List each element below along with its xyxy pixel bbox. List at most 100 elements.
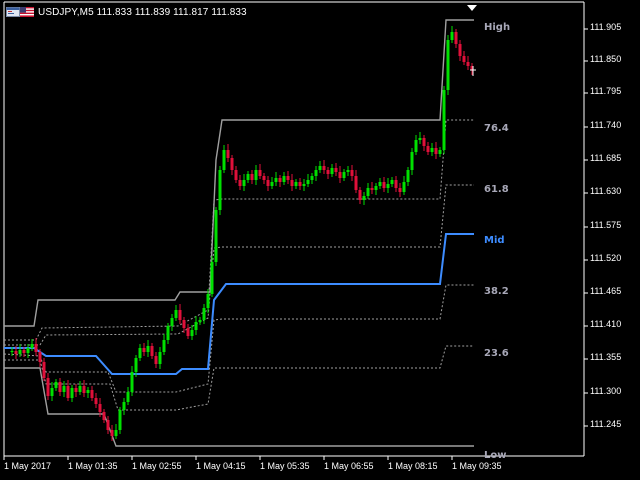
candle-body — [454, 32, 458, 44]
candle-body — [18, 350, 22, 354]
candle-body — [62, 386, 66, 392]
level-label-38: 38.2 — [484, 286, 509, 297]
candle-body — [70, 388, 74, 398]
candle-body — [418, 138, 422, 140]
candle-body — [470, 66, 474, 70]
candle-body — [462, 56, 466, 62]
candle-body — [78, 386, 82, 392]
candle-body — [238, 180, 242, 186]
candle-body — [450, 32, 454, 40]
level-line-high — [4, 19, 474, 327]
candle-body — [446, 40, 450, 90]
candle-body — [314, 170, 318, 176]
price-tick: 111.410 — [590, 319, 622, 329]
candle-body — [190, 330, 194, 336]
candle-body — [294, 182, 298, 186]
candle-body — [74, 388, 78, 392]
time-tick: 1 May 01:35 — [68, 461, 118, 471]
candle-body — [126, 392, 130, 402]
candle-body — [374, 186, 378, 190]
candle-body — [310, 176, 314, 180]
candle-body — [362, 196, 366, 200]
candle-body — [82, 386, 86, 393]
price-tick: 111.740 — [590, 120, 622, 130]
candle-body — [158, 352, 162, 364]
candle-body — [198, 320, 202, 322]
price-tick: 111.520 — [590, 253, 622, 263]
level-line-61 — [4, 184, 474, 346]
candle-body — [210, 262, 214, 294]
candle-body — [322, 166, 326, 170]
candle-body — [402, 182, 406, 192]
candle-body — [178, 310, 182, 320]
level-label-76: 76.4 — [484, 123, 509, 134]
candle-body — [218, 170, 222, 210]
candle-body — [266, 180, 270, 186]
price-tick: 111.850 — [590, 54, 622, 64]
candle-body — [386, 184, 390, 188]
terminal-window-icon — [6, 7, 20, 17]
candle-body — [102, 412, 106, 420]
candle-body — [302, 184, 306, 186]
candle-body — [230, 158, 234, 170]
candle-body — [42, 362, 46, 378]
price-tick: 111.905 — [590, 22, 622, 32]
price-tick: 111.630 — [590, 186, 622, 196]
candle-body — [290, 180, 294, 186]
candle-body — [306, 180, 310, 184]
candle-body — [422, 138, 426, 146]
price-tick: 111.300 — [590, 386, 622, 396]
candle-body — [38, 352, 42, 362]
candle-body — [26, 348, 30, 353]
candle-body — [326, 170, 330, 174]
candle-body — [234, 170, 238, 180]
candle-body — [162, 340, 166, 352]
candle-body — [434, 148, 438, 154]
candle-body — [466, 62, 470, 66]
candle-body — [414, 140, 418, 152]
level-label-low: Low — [484, 450, 507, 461]
level-label-23: 23.6 — [484, 348, 509, 359]
time-tick: 1 May 09:35 — [452, 461, 502, 471]
candle-body — [46, 378, 50, 396]
candle-body — [30, 344, 34, 348]
symbol-label: USDJPY,M5 — [38, 7, 94, 18]
candle-body — [430, 148, 434, 152]
price-tick: 111.245 — [590, 419, 622, 429]
candle-body — [174, 310, 178, 318]
candle-body — [122, 402, 126, 410]
candle-body — [194, 322, 198, 330]
candle-body — [346, 170, 350, 172]
candle-body — [54, 382, 58, 388]
candle-body — [458, 44, 462, 56]
candle-body — [278, 178, 282, 182]
candle-body — [94, 398, 98, 404]
candle-body — [146, 346, 150, 352]
chart-title: USDJPY,M5 111.833 111.839 111.817 111.83… — [38, 7, 247, 18]
candle-body — [222, 150, 226, 170]
candle-body — [34, 344, 38, 352]
candle-body — [134, 358, 138, 372]
candle-body — [206, 294, 210, 308]
candle-body — [202, 308, 206, 320]
level-label-high: High — [484, 22, 511, 33]
time-tick: 1 May 02:55 — [132, 461, 182, 471]
price-tick: 111.465 — [590, 286, 622, 296]
price-tick: 111.575 — [590, 220, 622, 230]
price-tick: 111.355 — [590, 352, 622, 362]
candle-body — [98, 404, 102, 412]
candle-body — [394, 180, 398, 188]
candle-body — [50, 388, 54, 396]
candle-body — [318, 166, 322, 170]
level-line-76 — [4, 119, 474, 341]
candle-body — [142, 348, 146, 352]
chart-shift-marker-icon — [467, 5, 477, 11]
candle-body — [354, 176, 358, 190]
us-flag-icon — [20, 7, 34, 17]
candle-body — [298, 182, 302, 186]
candle-body — [438, 150, 442, 154]
candle-body — [250, 174, 254, 180]
candle-body — [182, 320, 186, 328]
